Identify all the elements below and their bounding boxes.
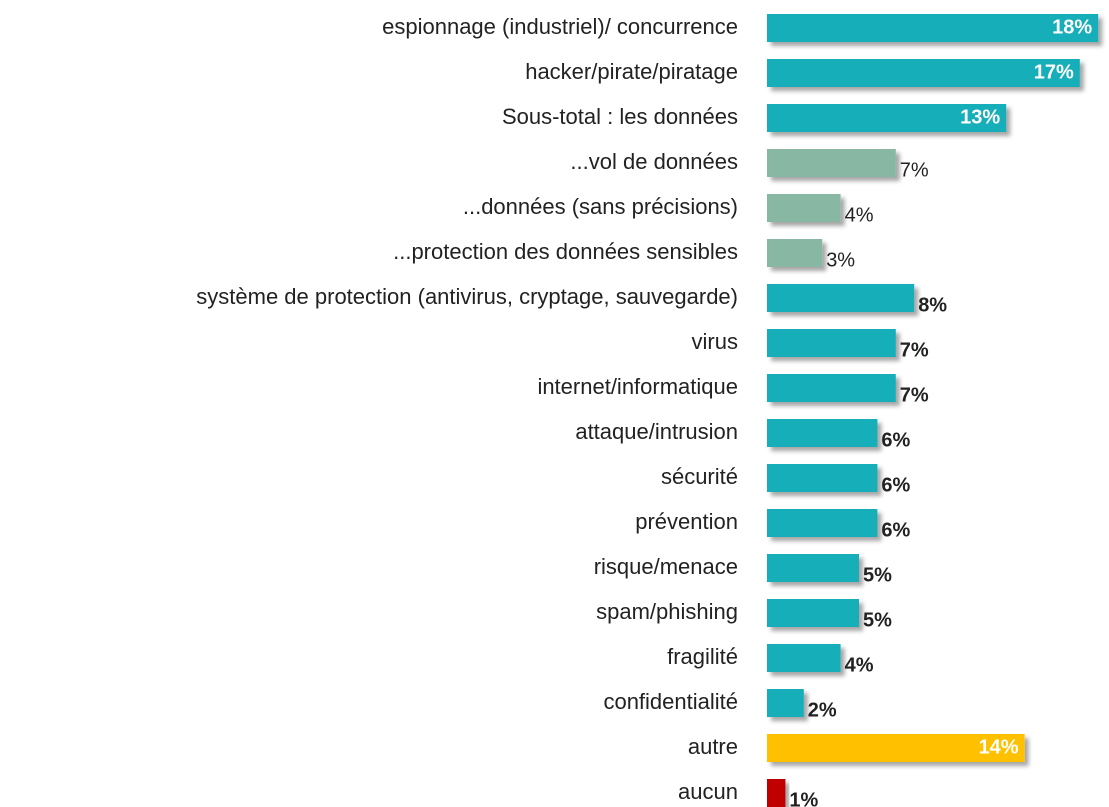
value-label: 1% [789, 789, 818, 807]
category-label: prévention [635, 509, 738, 534]
category-label: ...vol de données [570, 149, 738, 174]
value-label: 7% [900, 339, 929, 361]
bar [767, 554, 859, 582]
value-label: 6% [881, 429, 910, 451]
bar [767, 599, 859, 627]
bar [767, 689, 804, 717]
category-label: virus [692, 329, 738, 354]
value-label: 17% [1034, 61, 1074, 83]
category-label: hacker/pirate/piratage [525, 59, 738, 84]
category-label: internet/informatique [537, 374, 738, 399]
bar [767, 419, 878, 447]
category-label: confidentialité [603, 689, 738, 714]
value-label: 4% [845, 204, 874, 226]
bar [767, 194, 841, 222]
value-label: 14% [979, 736, 1019, 758]
bar [767, 464, 878, 492]
bar [767, 644, 841, 672]
category-label: système de protection (antivirus, crypta… [196, 284, 738, 309]
bar [767, 239, 823, 267]
value-label: 7% [900, 384, 929, 406]
bar [767, 59, 1080, 87]
bar [767, 779, 786, 807]
bar [767, 284, 915, 312]
value-label: 13% [960, 106, 1000, 128]
bar [767, 104, 1007, 132]
bar [767, 14, 1099, 42]
bar [767, 149, 896, 177]
category-label: aucun [678, 779, 738, 804]
bar [767, 329, 896, 357]
value-label: 6% [881, 519, 910, 541]
value-label: 4% [845, 654, 874, 676]
category-label: ...protection des données sensibles [393, 239, 738, 264]
category-label: attaque/intrusion [575, 419, 738, 444]
bar [767, 374, 896, 402]
category-label: fragilité [667, 644, 738, 669]
category-label: spam/phishing [596, 599, 738, 624]
value-label: 18% [1052, 16, 1092, 38]
category-label: sécurité [661, 464, 738, 489]
value-label: 5% [863, 564, 892, 586]
category-label: risque/menace [594, 554, 738, 579]
value-label: 3% [826, 249, 855, 271]
bar [767, 734, 1025, 762]
value-label: 5% [863, 609, 892, 631]
value-label: 2% [808, 699, 837, 721]
category-label: Sous-total : les données [502, 104, 738, 129]
category-label: autre [688, 734, 738, 759]
category-label: ...données (sans précisions) [463, 194, 738, 219]
category-label: espionnage (industriel)/ concurrence [382, 14, 738, 39]
value-label: 8% [918, 294, 947, 316]
value-label: 6% [881, 474, 910, 496]
bar [767, 509, 878, 537]
value-label: 7% [900, 159, 929, 181]
